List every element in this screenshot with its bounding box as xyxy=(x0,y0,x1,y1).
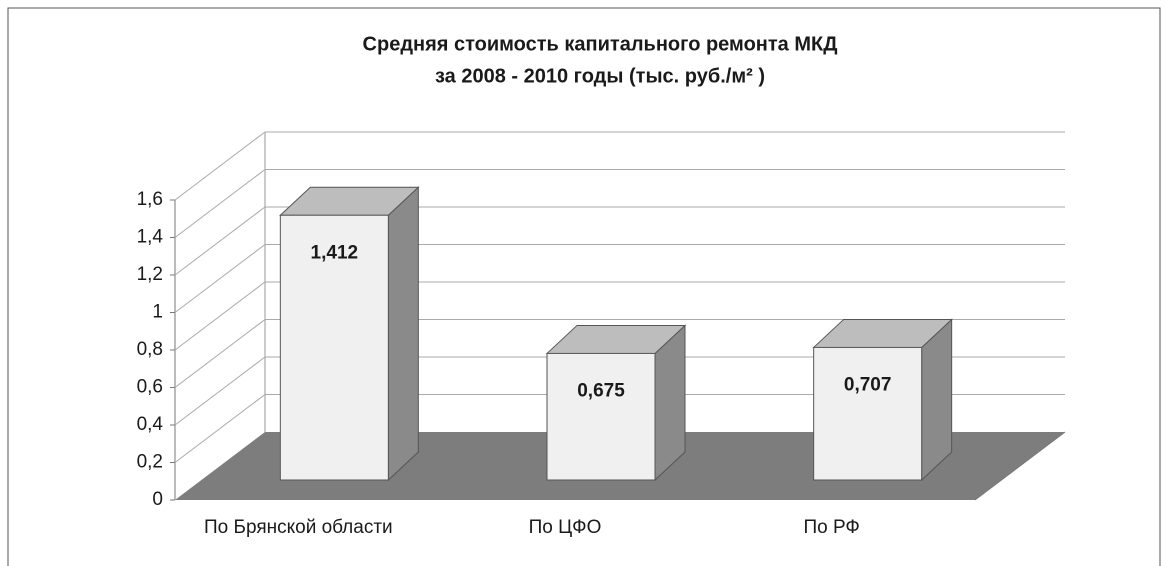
chart-title: за 2008 - 2010 годы (тыс. руб./м² ) xyxy=(435,65,765,87)
y-tick-label: 1,6 xyxy=(137,189,163,210)
y-tick-label: 0,6 xyxy=(137,377,163,398)
y-tick-label: 0,8 xyxy=(137,339,163,360)
y-tick-label: 1,2 xyxy=(137,264,163,285)
x-tick-label: По ЦФО xyxy=(529,517,602,538)
data-label: 0,675 xyxy=(577,380,625,401)
grid-line xyxy=(174,206,266,276)
y-tick-label: 0 xyxy=(152,489,163,510)
x-tick-label: По РФ xyxy=(803,517,859,538)
grid-line xyxy=(174,131,266,201)
bar xyxy=(546,352,656,481)
grid-line xyxy=(174,356,266,426)
frame xyxy=(7,7,1161,566)
grid-line xyxy=(174,169,266,238)
data-label: 0,707 xyxy=(844,374,892,395)
grid-line xyxy=(174,394,266,463)
grid-line xyxy=(174,244,266,313)
y-tick-label: 0,4 xyxy=(137,414,164,435)
bar xyxy=(279,214,389,481)
bar-side xyxy=(387,186,419,482)
y-tick-label: 1 xyxy=(152,302,163,323)
y-tick-label: 0,2 xyxy=(137,452,163,473)
grid-line xyxy=(174,281,266,351)
right-edge xyxy=(974,431,1066,501)
grid-line xyxy=(174,319,266,388)
bar xyxy=(813,346,923,481)
data-label: 1,412 xyxy=(311,242,359,263)
y-tick-label: 1,4 xyxy=(137,227,164,248)
chart-title: Средняя стоимость капитального ремонта М… xyxy=(363,33,838,55)
x-tick-label: По Брянской области xyxy=(204,517,393,538)
